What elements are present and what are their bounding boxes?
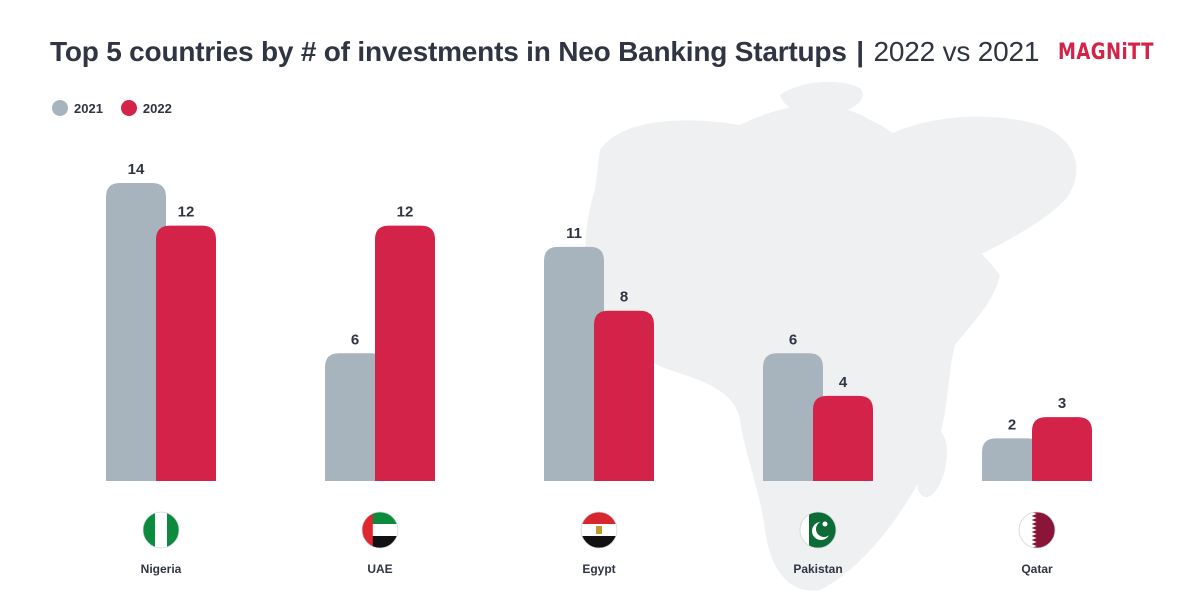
country-label-egypt: Egypt [582, 562, 615, 576]
bar-qatar-2021 [982, 438, 1042, 481]
bar-group-egypt: 11 8 [544, 225, 654, 481]
value-label-egypt-2021: 11 [566, 225, 582, 242]
bar-nigeria-2021 [106, 183, 166, 481]
europe-shape [780, 81, 863, 116]
qatar-flag-icon [1019, 512, 1055, 548]
value-label-uae-2022: 12 [397, 204, 414, 221]
bar-group-nigeria: 14 12 [106, 161, 216, 481]
egypt-flag-icon [581, 512, 617, 548]
value-label-egypt-2022: 8 [620, 289, 628, 306]
country-label-pakistan: Pakistan [793, 562, 842, 576]
title-main: Top 5 countries by # of investments in N… [50, 36, 847, 67]
value-label-nigeria-2022: 12 [178, 204, 195, 221]
legend-label-2021: 2021 [74, 100, 103, 116]
bar-qatar-2022 [1032, 417, 1092, 481]
value-label-pakistan-2022: 4 [839, 374, 848, 391]
value-label-uae-2021: 6 [351, 331, 359, 348]
nigeria-flag-outline [142, 511, 180, 549]
uae-flag-icon [362, 512, 398, 548]
bar-pakistan-2022 [813, 395, 873, 481]
chart-legend: 2021 2022 [52, 100, 172, 116]
nigeria-flag-icon [143, 512, 179, 548]
bar-pakistan-2021 [763, 353, 823, 481]
bar-group-pakistan: 64 [763, 331, 873, 481]
bar-nigeria-2022 [156, 225, 216, 481]
legend-swatch-2021 [52, 100, 68, 116]
qatar-flag-outline [1018, 511, 1056, 549]
legend-swatch-2022 [120, 100, 137, 116]
bar-uae-2022 [375, 225, 435, 481]
bar-group-uae: 6 12 [325, 204, 435, 481]
country-label-nigeria: Nigeria [141, 562, 182, 576]
value-label-qatar-2022: 3 [1058, 395, 1066, 412]
chart-title: Top 5 countries by # of investments in N… [50, 36, 1039, 68]
egypt-flag-outline [580, 511, 618, 549]
pakistan-flag-icon [800, 512, 836, 548]
legend-label-2022: 2022 [142, 100, 172, 116]
uae-flag-outline [361, 511, 399, 549]
africa-shape [585, 105, 1000, 591]
madagascar-shape [917, 429, 947, 498]
pakistan-flag-outline [799, 511, 837, 549]
value-label-qatar-2021: 2 [1008, 416, 1016, 433]
arabia-shape [879, 116, 1077, 262]
bar-egypt-2021 [544, 246, 604, 481]
value-label-nigeria-2021: 14 [128, 161, 145, 178]
title-subtitle: 2022 vs 2021 [873, 36, 1040, 67]
bar-egypt-2022 [594, 310, 654, 481]
value-label-pakistan-2021: 6 [789, 331, 797, 348]
country-label-qatar: Qatar [1021, 562, 1053, 576]
legend-item-2022: 2022 [120, 100, 172, 116]
bar-uae-2021 [325, 353, 385, 481]
bar-group-qatar: 23 [982, 395, 1092, 481]
legend-item-2021: 2021 [52, 100, 103, 116]
title-separator: | [856, 36, 864, 67]
country-label-uae: UAE [367, 562, 392, 576]
